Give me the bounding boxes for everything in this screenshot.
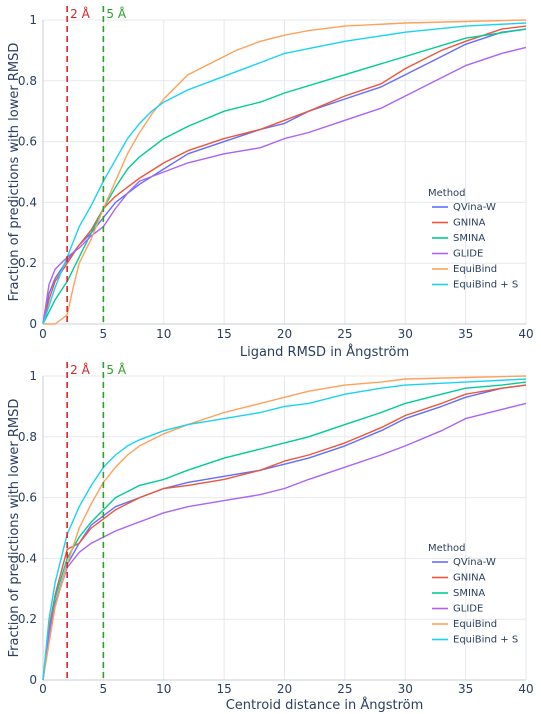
series-line-equibind-s <box>42 22 527 325</box>
y-tick-label: 0.8 <box>18 430 37 444</box>
x-tick-label: 15 <box>216 327 231 341</box>
legend-item-label[interactable]: SMINA <box>453 233 485 244</box>
x-tick-label: 10 <box>156 327 171 341</box>
y-tick-label: 0.8 <box>18 74 37 88</box>
y-tick-label: 0 <box>29 673 37 687</box>
legend-item-label[interactable]: EquiBind + S <box>453 635 518 646</box>
x-axis-title: Ligand RMSD in Ångström <box>240 344 409 360</box>
legend-item-label[interactable]: GNINA <box>453 573 486 584</box>
legend-title: Method <box>428 543 466 554</box>
y-tick-label: 0.4 <box>18 551 37 565</box>
reference-label-5: 5 Å <box>106 362 126 377</box>
series-line-glide <box>42 46 527 325</box>
legend: Method QVina-W GNINA SMINA GLIDE EquiBind Equi… <box>428 543 518 646</box>
x-tick-label: 25 <box>337 682 352 696</box>
legend-item-label[interactable]: QVina-W <box>453 557 496 568</box>
y-tick-label: 0.4 <box>18 195 37 209</box>
x-tick-label: 20 <box>277 682 292 696</box>
legend-item-label[interactable]: EquiBind <box>453 264 497 275</box>
y-tick-label: 0.6 <box>18 135 37 149</box>
x-tick-label: 20 <box>277 327 292 341</box>
x-tick-label: 5 <box>100 682 108 696</box>
x-tick-label: 35 <box>458 327 473 341</box>
y-tick-label: 0 <box>29 317 37 331</box>
legend: Method QVina-W GNINA SMINA GLIDE EquiBind Equi… <box>428 188 518 291</box>
x-tick-label: 30 <box>398 327 413 341</box>
x-tick-label: 5 <box>100 327 108 341</box>
series-line-equibind-s <box>42 378 527 681</box>
y-tick-label: 1 <box>29 369 37 383</box>
legend-item-label[interactable]: EquiBind + S <box>453 280 518 291</box>
x-tick-label: 30 <box>398 682 413 696</box>
x-tick-label: 0 <box>39 682 47 696</box>
legend-item-label[interactable]: GNINA <box>453 218 486 229</box>
x-tick-label: 35 <box>458 682 473 696</box>
series-line-glide <box>42 402 527 681</box>
y-axis-title: Fraction of predictions with lower RMSD <box>7 399 22 658</box>
x-tick-label: 10 <box>156 682 171 696</box>
series-line-equibind <box>42 375 527 681</box>
y-tick-label: 0.2 <box>18 612 37 626</box>
legend-item-label[interactable]: GLIDE <box>453 249 483 260</box>
x-axis-title: Centroid distance in Ångström <box>226 697 424 713</box>
x-tick-label: 0 <box>39 327 47 341</box>
x-tick-label: 25 <box>337 327 352 341</box>
legend-item-label[interactable]: EquiBind <box>453 619 497 630</box>
x-tick-label: 15 <box>216 682 231 696</box>
reference-label-2: 2 Å <box>70 362 90 377</box>
series-line-qvina-w <box>42 384 527 681</box>
legend-item-label[interactable]: GLIDE <box>453 604 483 615</box>
x-tick-label: 40 <box>518 327 533 341</box>
y-axis-title: Fraction of predictions with lower RMSD <box>7 43 22 302</box>
y-tick-label: 1 <box>29 13 37 27</box>
legend-title: Method <box>428 188 466 199</box>
legend-item-label[interactable]: QVina-W <box>453 202 496 213</box>
series-line-equibind <box>43 19 527 325</box>
legend-item-label[interactable]: SMINA <box>453 588 485 599</box>
reference-label-5: 5 Å <box>106 6 126 21</box>
series-line-smina <box>42 28 527 325</box>
y-tick-label: 0.2 <box>18 256 37 270</box>
y-tick-label: 0.6 <box>18 491 37 505</box>
reference-label-2: 2 Å <box>70 6 90 21</box>
x-tick-label: 40 <box>518 682 533 696</box>
